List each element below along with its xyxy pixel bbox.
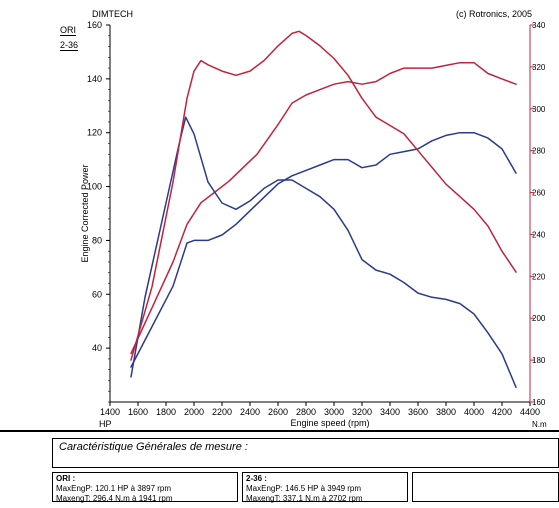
x-axis-label: Engine speed (rpm) [290,418,369,428]
series-ori-power [130,131,517,368]
y-axis-label: Engine Corrected Power [80,164,90,262]
y2-tick-label: 220 [532,272,546,281]
x-tick-label: 1600 [128,407,148,417]
separator [0,430,559,432]
y-unit-label: HP [99,419,112,429]
x-tick-label: 2000 [184,407,204,417]
ori-summary-box: ORI : MaxEngP: 120.1 HP à 3897 rpm Maxen… [52,472,238,503]
x-tick-label: 1800 [156,407,176,417]
chart-series [130,30,517,389]
y-tick-label: 160 [87,20,102,30]
y-tick-label: 60 [92,289,102,299]
y2-tick-label: 340 [532,21,546,30]
x-tick-label: 2800 [296,407,316,417]
y2-tick-label: 320 [532,63,546,72]
x-tick-label: 3200 [352,407,372,417]
y2-tick-label: 160 [532,398,546,407]
y2-tick-label: 300 [532,105,546,114]
y2-tick-label: 240 [532,230,546,239]
y2-tick-label: 280 [532,147,546,156]
dyno-chart: 1400 1600 1800 2000 2200 2400 2600 2800 3000 3200… [80,20,547,429]
x236-summary-label: 2-36 : [246,474,267,483]
series-2-36-torque [130,30,517,361]
chart-axes [106,24,534,406]
ori-summary-line2: MaxengT: 296.4 N.m à 1941 rpm [56,494,173,503]
legend-ori: ORI [60,25,77,36]
x-tick-label: 4200 [492,407,512,417]
x-tick-label: 3800 [436,407,456,417]
empty-summary-box [412,472,559,502]
x-tick-label: 3400 [380,407,400,417]
series-ori-torque [130,116,517,389]
y2-tick-label: 260 [532,189,546,198]
x-tick-label: 2400 [240,407,260,417]
x-tick-label: 4400 [520,407,540,417]
x-tick-label: 2200 [212,407,232,417]
y-tick-label: 80 [92,235,102,245]
x236-summary-box: 2-36 : MaxEngP: 146.5 HP à 3949 rpm Maxe… [242,472,408,503]
series-2-36-power [130,61,517,355]
x-tick-label: 2600 [268,407,288,417]
characteristics-box: Caractéristique Générales de mesure : [52,438,559,468]
x236-summary-line1: MaxEngP: 146.5 HP à 3949 rpm [246,484,362,493]
y-tick-label: 40 [92,343,102,353]
ori-summary-label: ORI : [56,474,76,483]
x-tick-label: 4000 [464,407,484,417]
x-tick-label: 3600 [408,407,428,417]
header-left: DIMTECH [92,9,133,19]
characteristics-title: Caractéristique Générales de mesure : [59,441,248,453]
y2-tick-label: 200 [532,314,546,323]
legend-2-36: 2-36 [60,40,79,51]
x-tick-label: 1400 [100,407,120,417]
y2-tick-label: 180 [532,356,546,365]
y2-unit-label: N.m [532,420,547,429]
ori-summary-line1: MaxEngP: 120.1 HP à 3897 rpm [56,484,172,493]
y-tick-label: 120 [87,128,102,138]
header-right: (c) Rotronics, 2005 [456,9,533,19]
y-tick-label: 100 [87,182,102,192]
y-tick-label: 140 [87,74,102,84]
x-tick-label: 3000 [324,407,344,417]
x236-summary-line2: MaxengT: 337.1 N.m à 2702 rpm [246,494,363,503]
